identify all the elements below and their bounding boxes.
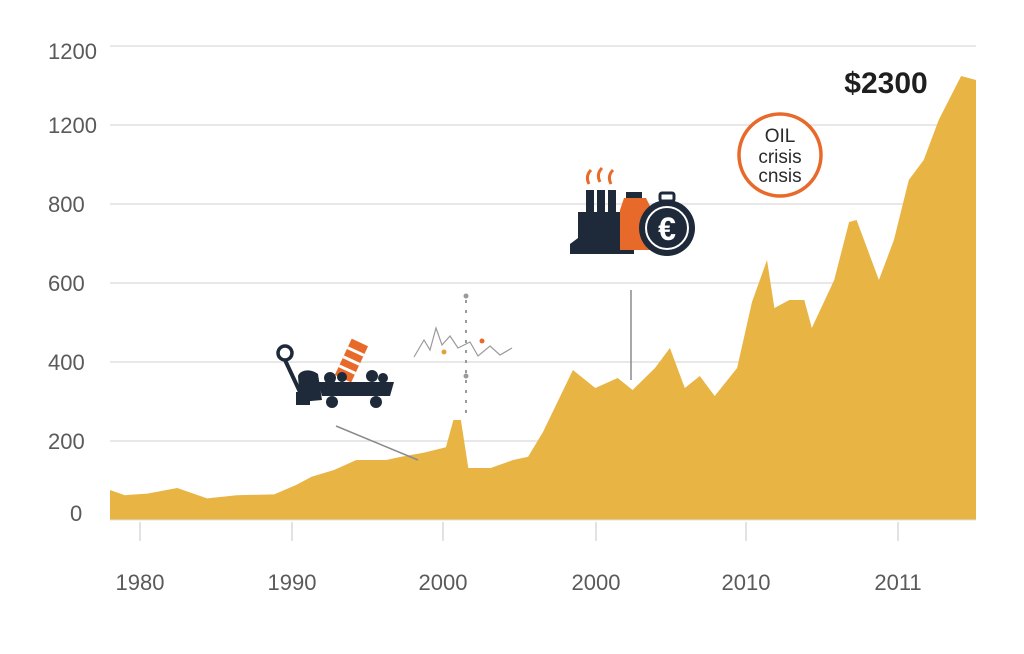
annotation-marker-dot [463,373,469,379]
y-tick-label: 800 [48,192,85,217]
y-axis-tick-labels: 0 200 400 600 800 1200 1200 [48,39,97,526]
y-tick-label: 0 [70,501,82,526]
mining-cart-icon [276,338,394,408]
y-tick-label: 400 [48,350,85,375]
y-tick-label: 600 [48,271,85,296]
x-tick-label: 1980 [116,570,165,595]
x-tick-label: 2000 [572,570,621,595]
y-tick-label: 1200 [48,39,97,64]
x-tick-label: 2011 [874,570,921,595]
price-area [110,76,976,520]
industry-euro-icon: € [570,166,695,256]
badge-line-1: OIL [765,126,796,147]
x-tick-label: 2010 [722,570,771,595]
svg-text:€: € [658,211,676,247]
oil-crisis-badge: OIL crisis cnsis [737,112,823,198]
y-tick-label: 200 [48,429,85,454]
x-tick-label: 2000 [419,570,468,595]
x-axis-ticks: 1980 1990 2000 2000 2010 2011 [116,522,922,595]
badge-line-3: cnsis [758,166,801,187]
price-callout-label: $2300 [844,67,927,100]
badge-line-2: crisis [758,147,801,168]
annotation-marker-dot [463,293,469,299]
trend-sketch-icon [413,325,513,358]
annotation-connector-line [335,425,419,461]
y-tick-label: 1200 [48,113,97,138]
x-tick-label: 1990 [268,570,317,595]
